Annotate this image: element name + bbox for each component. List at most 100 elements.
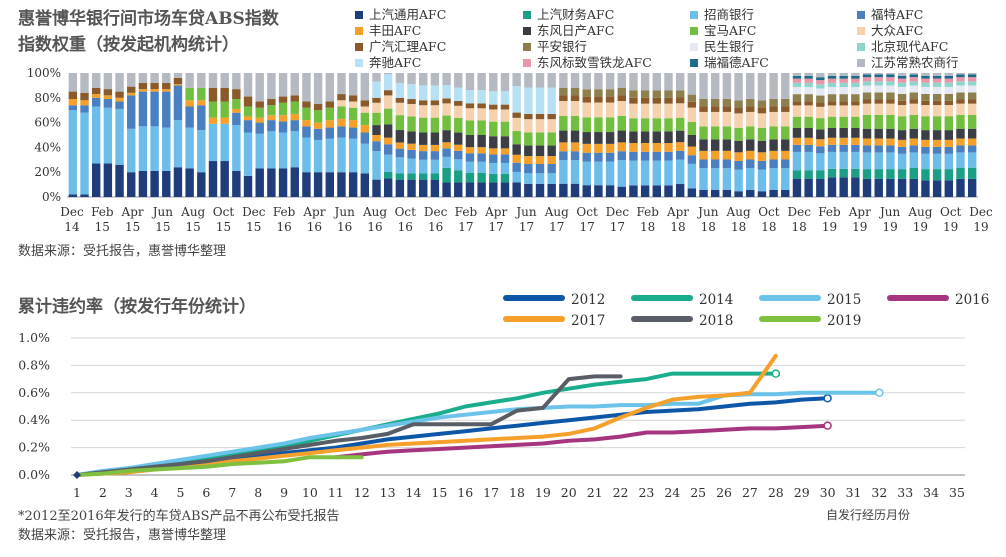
y-tick-label: 0.8% xyxy=(18,357,50,372)
bar-segment xyxy=(407,131,416,144)
bar-segment xyxy=(769,106,778,112)
legend-entry: 瑞福德AFC xyxy=(690,52,769,71)
x-tick-label: Apr 18 xyxy=(666,205,689,234)
bar-segment xyxy=(827,151,837,169)
bar-segment xyxy=(886,73,895,75)
bar-segment xyxy=(956,77,965,82)
x-tick-label: 16 xyxy=(457,485,473,500)
bar-segment xyxy=(792,178,802,197)
y-tick-label: 0.4% xyxy=(18,412,50,427)
bar-segment xyxy=(687,101,697,108)
bar-segment xyxy=(559,160,568,184)
bar-segment xyxy=(851,78,860,83)
bar-segment xyxy=(956,103,965,115)
bar-segment xyxy=(442,115,451,131)
bar-segment xyxy=(851,75,860,79)
bar-segment xyxy=(348,101,358,108)
bar-segment xyxy=(886,128,895,139)
bar-segment xyxy=(897,78,907,83)
bar-segment xyxy=(862,73,872,75)
x-tick-label: 27 xyxy=(742,485,758,500)
bar-segment xyxy=(372,141,381,152)
bar-segment xyxy=(383,137,393,145)
bar-segment xyxy=(302,172,311,197)
bar-segment xyxy=(173,73,183,78)
bar-segment xyxy=(407,104,416,117)
bar-segment xyxy=(886,74,895,78)
bar-segment xyxy=(921,82,930,87)
bar-segment xyxy=(570,87,580,96)
bar-segment xyxy=(909,152,918,168)
bar-segment xyxy=(862,152,872,170)
bar-segment xyxy=(781,189,790,197)
legend-label: 大众AFC xyxy=(871,23,924,38)
bar-segment xyxy=(909,74,918,78)
bar-segment xyxy=(430,159,440,174)
bar-segment xyxy=(874,103,883,115)
bar-segment xyxy=(465,120,475,135)
x-tick-label: 17 xyxy=(483,485,499,500)
bar-segment xyxy=(430,73,440,86)
bar-segment xyxy=(243,106,253,117)
bar-segment xyxy=(115,91,124,98)
bar-segment xyxy=(851,116,860,128)
bar-segment xyxy=(734,127,743,141)
bar-segment xyxy=(932,105,942,117)
x-tick-label: Feb 15 xyxy=(91,205,114,234)
bar-segment xyxy=(430,179,440,197)
bar-segment xyxy=(559,142,568,152)
bar-segment xyxy=(442,148,451,157)
bar-segment xyxy=(792,82,802,88)
x-tick-label: 11 xyxy=(328,485,344,500)
bar-segment xyxy=(477,120,486,135)
bar-segment xyxy=(675,73,685,91)
legend-swatch xyxy=(631,316,693,322)
bar-segment xyxy=(500,109,510,122)
bar-segment xyxy=(115,73,124,92)
bar-segment xyxy=(267,73,276,100)
bar-segment xyxy=(454,182,463,197)
bar-segment xyxy=(383,171,393,179)
bar-segment xyxy=(535,173,545,184)
bar-segment xyxy=(442,73,451,86)
bar-segment xyxy=(313,139,323,173)
bar-segment xyxy=(722,159,732,169)
bar-segment xyxy=(68,110,78,195)
x-tick-label: Feb 17 xyxy=(455,205,478,234)
bar-segment xyxy=(921,105,930,117)
bar-segment xyxy=(699,168,708,190)
bar-segment xyxy=(909,114,918,129)
legend-label: 上汽通用AFC xyxy=(369,7,447,22)
bar-segment xyxy=(862,169,872,179)
bar-segment xyxy=(664,185,673,197)
bar-segment xyxy=(489,162,498,174)
legend-swatch xyxy=(690,43,698,51)
bar-segment xyxy=(944,153,954,170)
bar-segment xyxy=(862,99,872,104)
legend-entry: 2016 xyxy=(887,292,989,308)
bar-segment xyxy=(617,87,626,96)
bar-segment xyxy=(757,113,767,128)
bar-segment xyxy=(804,151,813,171)
bar-segment xyxy=(851,127,860,138)
bar-segment xyxy=(325,107,334,121)
bar-segment xyxy=(967,92,977,100)
bar-segment xyxy=(967,145,977,153)
x-tick-label: 23 xyxy=(638,485,654,500)
legend-label: 招商银行 xyxy=(704,7,755,22)
bar-segment xyxy=(909,128,918,139)
x-tick-label: 32 xyxy=(871,485,887,500)
bar-segment xyxy=(944,82,954,87)
bar-segment xyxy=(197,130,206,173)
bar-segment xyxy=(524,164,533,174)
bar-segment xyxy=(430,85,440,101)
x-tick-label: 20 xyxy=(561,485,577,500)
bar-segment xyxy=(722,111,732,127)
x-tick-label: 18 xyxy=(509,485,525,500)
bar-segment xyxy=(582,96,591,103)
x-tick-label: Aug 18 xyxy=(726,205,751,234)
y-tick-label: 40% xyxy=(34,140,61,154)
bar-segment xyxy=(68,194,78,197)
bar-segment xyxy=(255,133,264,169)
bar-segment xyxy=(675,159,685,185)
